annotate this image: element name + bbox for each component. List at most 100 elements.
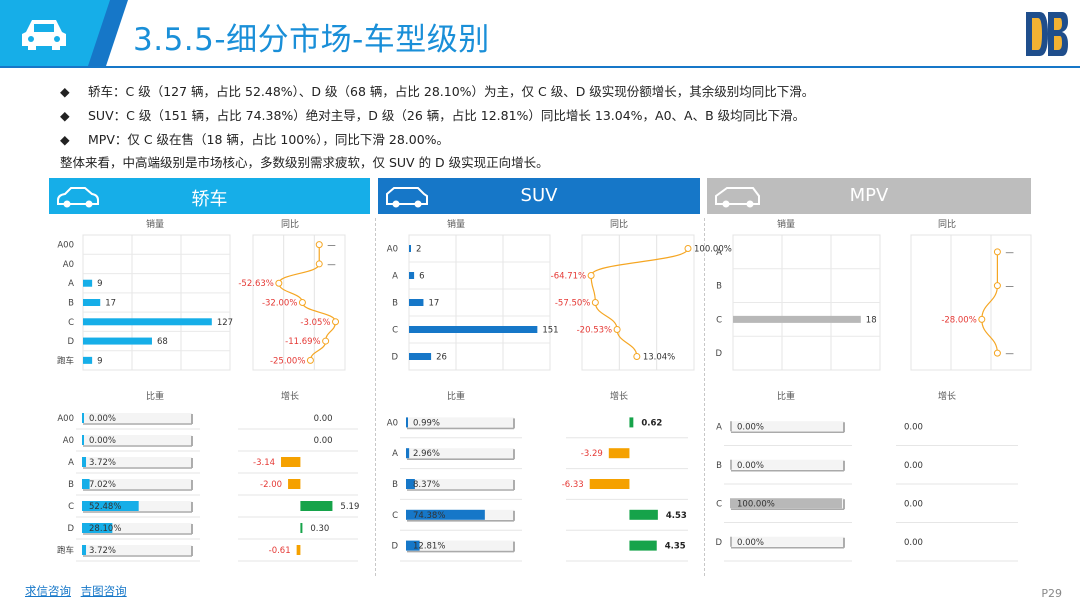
growth-bar	[288, 479, 301, 489]
share-value-label: 3.72%	[89, 546, 116, 556]
share-track	[730, 536, 844, 547]
growth-value-label: 0.00	[314, 436, 333, 446]
yoy-value-label: -25.00%	[270, 356, 305, 366]
sales-bar	[409, 353, 432, 360]
page-number: P29	[1041, 587, 1062, 600]
yoy-value-label: —	[1005, 282, 1014, 292]
share-value-label: 8.37%	[413, 480, 440, 490]
yoy-value-label: —	[327, 260, 336, 270]
growth-value-label: -2.00	[260, 480, 282, 490]
share-bar	[82, 501, 139, 511]
growth-value-label: 0.30	[310, 524, 329, 534]
sales-value-label: 68	[157, 337, 168, 347]
share-value-label: 0.99%	[413, 418, 440, 428]
sales-bar	[83, 299, 101, 306]
growth-value-label: 0.62	[641, 418, 662, 428]
growth-bar	[300, 523, 303, 533]
yoy-value-label: -57.50%	[555, 299, 590, 309]
growth-value-label: 0.00	[904, 538, 923, 548]
sales-panel-title: 销量	[447, 218, 465, 230]
share-category-label: A00	[57, 414, 74, 424]
yoy-point	[613, 326, 621, 333]
yoy-point	[587, 272, 595, 279]
yoy-series-line	[590, 248, 689, 357]
share-track	[406, 479, 514, 489]
yoy-series-line	[981, 251, 999, 354]
sales-value-label: 6	[419, 272, 424, 282]
share-value-label: 0.00%	[89, 436, 116, 446]
growth-value-label: -3.29	[581, 449, 603, 459]
sales-category-label: D	[67, 337, 74, 347]
yoy-panel-title: 同比	[610, 218, 628, 230]
sales-category-label: 跑车	[57, 355, 74, 366]
share-bar	[82, 479, 90, 489]
sales-bar	[83, 279, 93, 287]
share-track	[82, 457, 192, 467]
sales-category-label: A0	[387, 245, 398, 255]
bullet-sedan: ◆ 轿车：C 级（127 辆，占比 52.48%）、D 级（68 辆，占比 28.…	[60, 84, 815, 99]
growth-bar	[608, 448, 630, 459]
share-category-label: A	[392, 449, 398, 459]
yoy-value-label: -28.00%	[941, 315, 976, 325]
suv-icon	[386, 187, 428, 208]
growth-value-label: 0.00	[904, 422, 923, 432]
yoy-point	[315, 260, 323, 268]
sales-bar	[409, 299, 424, 306]
growth-bar	[296, 545, 301, 555]
share-bar	[406, 448, 410, 459]
growth-value-label: -6.33	[562, 480, 584, 490]
sales-category-label: A0	[63, 260, 74, 270]
sales-value-label: 127	[217, 318, 233, 328]
bullet-text: 轿车：C 级（127 辆，占比 52.48%）、D 级（68 辆，占比 28.1…	[88, 84, 815, 99]
share-value-label: 3.72%	[89, 458, 116, 468]
sales-value-label: 9	[97, 356, 102, 366]
yoy-point	[591, 299, 599, 306]
growth-bar	[281, 457, 301, 467]
share-track	[82, 413, 192, 423]
share-category-label: D	[391, 542, 398, 552]
sales-category-label: C	[68, 318, 74, 328]
share-bar	[730, 536, 732, 547]
footer-link-1[interactable]: 求信咨询	[25, 584, 71, 598]
sales-category-label: B	[392, 299, 398, 309]
growth-bar	[629, 540, 657, 551]
sales-bar	[83, 356, 93, 364]
footer-link-2[interactable]: 吉图咨询	[80, 584, 127, 598]
yoy-value-label: —	[1005, 248, 1014, 258]
sedan-title: 轿车	[191, 189, 228, 210]
share-bar	[82, 523, 113, 533]
yoy-point	[322, 337, 330, 345]
divider	[375, 218, 376, 576]
share-category-label: B	[716, 461, 722, 471]
share-value-label: 0.00%	[89, 414, 116, 424]
bullet-text: SUV：C 级（151 辆，占比 74.38%）绝对主导，D 级（26 辆，占比…	[88, 108, 806, 123]
sales-value-label: 9	[97, 279, 102, 289]
growth-value-label: 4.53	[666, 511, 687, 521]
growth-panel-title: 增长	[281, 390, 299, 402]
share-value-label: 100.00%	[737, 499, 775, 509]
bullet-suv: ◆ SUV：C 级（151 辆，占比 74.38%）绝对主导，D 级（26 辆，占…	[60, 108, 806, 123]
yoy-plot-frame	[910, 234, 1032, 371]
sedan-icon	[57, 187, 99, 208]
summary-text: 整体来看，中高端级别是市场核心，多数级别需求疲软，仅 SUV 的 D 级实现正向…	[60, 155, 549, 170]
growth-panel-title: 增长	[610, 390, 628, 402]
share-track	[82, 523, 192, 533]
sales-category-label: D	[715, 349, 722, 359]
growth-value-label: 5.19	[340, 502, 359, 512]
share-bar	[730, 421, 732, 432]
growth-value-label: 0.00	[904, 499, 923, 509]
sales-value-label: 2	[416, 245, 421, 255]
growth-value-label: 0.00	[314, 414, 333, 424]
suv-header: SUV	[378, 178, 700, 214]
growth-panel-title: 增长	[938, 390, 956, 402]
share-category-label: 跑车	[57, 545, 74, 556]
share-track	[730, 459, 844, 470]
yoy-plot-frame	[581, 234, 695, 371]
growth-bar	[629, 509, 658, 520]
share-value-label: 12.81%	[413, 542, 445, 552]
yoy-value-label: -64.71%	[551, 272, 586, 282]
car-icon	[22, 20, 66, 50]
yoy-panel-title: 同比	[281, 218, 299, 230]
share-value-label: 28.10%	[89, 524, 121, 534]
share-bar	[82, 457, 87, 467]
